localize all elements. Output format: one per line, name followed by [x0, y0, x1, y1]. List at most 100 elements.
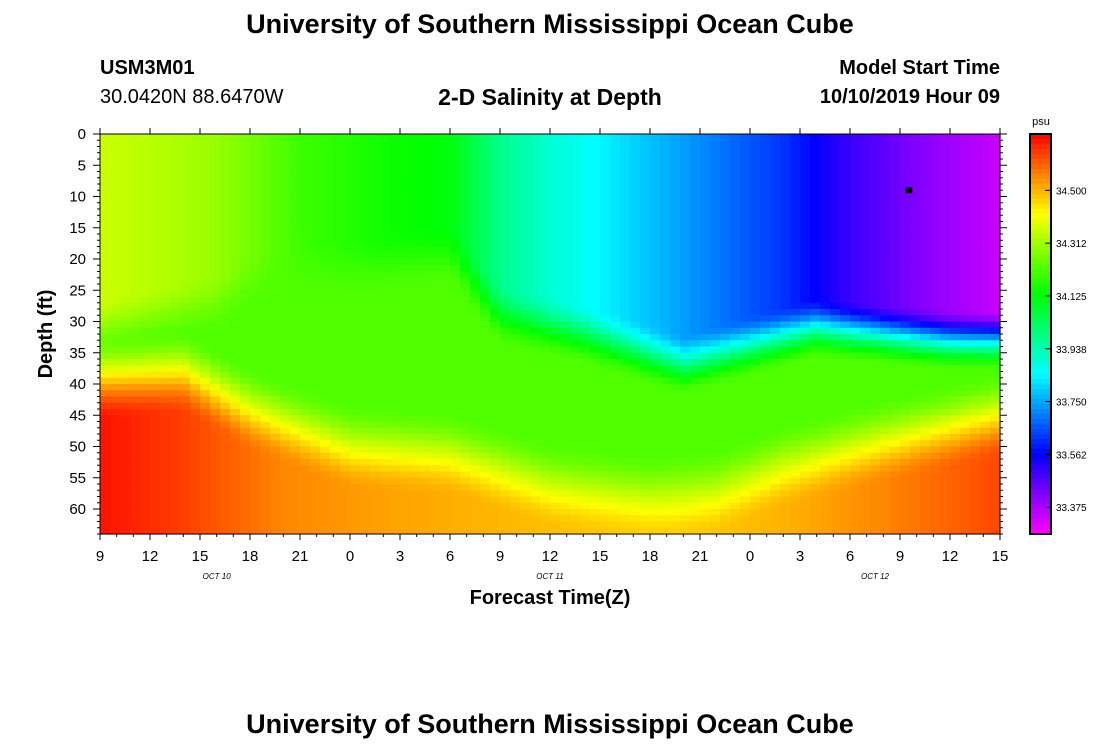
heatmap-cell [760, 240, 771, 248]
heatmap-cell [600, 296, 611, 304]
heatmap-cell [190, 352, 201, 360]
heatmap-cell [720, 427, 731, 435]
heatmap-cell [340, 384, 351, 391]
heatmap-cell [780, 284, 791, 291]
heatmap-cell [500, 190, 511, 198]
heatmap-cell [160, 315, 171, 323]
heatmap-cell [770, 396, 781, 404]
heatmap-cell [190, 246, 201, 254]
heatmap-cell [640, 240, 651, 248]
heatmap-cell [480, 384, 491, 391]
heatmap-cell [390, 327, 401, 335]
heatmap-cell [100, 471, 111, 479]
heatmap-cell [500, 271, 511, 279]
heatmap-cell [680, 502, 691, 510]
heatmap-cell [170, 421, 181, 429]
heatmap-cell [800, 290, 811, 298]
heatmap-cell [660, 221, 671, 229]
heatmap-cell [280, 490, 291, 498]
heatmap-cell [360, 515, 371, 523]
heatmap-cell [110, 302, 121, 310]
heatmap-cell [680, 427, 691, 435]
heatmap-cell [190, 490, 201, 498]
heatmap-cell [640, 409, 651, 416]
heatmap-cell [830, 409, 841, 416]
heatmap-cell [550, 284, 561, 291]
heatmap-cell [870, 421, 881, 429]
heatmap-cell [200, 515, 211, 523]
heatmap-cell [290, 252, 301, 260]
heatmap-cell [400, 165, 411, 173]
heatmap-cell [790, 471, 801, 479]
heatmap-cell [520, 434, 531, 441]
heatmap-cell [700, 452, 711, 460]
heatmap-cell [400, 171, 411, 179]
heatmap-cell [640, 509, 651, 516]
heatmap-cell [350, 509, 361, 516]
heatmap-cell [670, 246, 681, 254]
heatmap-cell [360, 446, 371, 454]
heatmap-cell [320, 202, 331, 210]
heatmap-cell [450, 196, 461, 204]
heatmap-cell [860, 196, 871, 204]
heatmap-cell [260, 159, 271, 166]
heatmap-cell [240, 240, 251, 248]
heatmap-cell [750, 390, 761, 398]
heatmap-cell [550, 477, 561, 485]
heatmap-cell [640, 271, 651, 279]
heatmap-cell [240, 165, 251, 173]
heatmap-cell [830, 234, 841, 241]
heatmap-cell [870, 265, 881, 273]
heatmap-cell [350, 496, 361, 504]
heatmap-cell [140, 134, 151, 141]
heatmap-cell [670, 259, 681, 266]
heatmap-cell [400, 227, 411, 235]
heatmap-cell [360, 359, 371, 366]
heatmap-cell [410, 202, 421, 210]
heatmap-cell [700, 502, 711, 510]
heatmap-cell [450, 359, 461, 366]
heatmap-cell [510, 252, 521, 260]
heatmap-cell [270, 352, 281, 360]
heatmap-cell [100, 246, 111, 254]
heatmap-cell [730, 440, 741, 448]
heatmap-cell [530, 384, 541, 391]
heatmap-cell [300, 296, 311, 304]
heatmap-cell [420, 377, 431, 385]
heatmap-cell [680, 396, 691, 404]
model-start-value: 10/10/2019 Hour 09 [819, 86, 1000, 108]
heatmap-cell [180, 452, 191, 460]
heatmap-cell [630, 134, 641, 141]
heatmap-cell [710, 384, 721, 391]
heatmap-cell [450, 265, 461, 273]
heatmap-cell [300, 515, 311, 523]
heatmap-cell [600, 359, 611, 366]
heatmap-cell [540, 252, 551, 260]
heatmap-cell [870, 277, 881, 285]
heatmap-cell [550, 246, 561, 254]
heatmap-cell [240, 440, 251, 448]
heatmap-cell [350, 365, 361, 373]
heatmap-cell [760, 284, 771, 291]
heatmap-cell [190, 177, 201, 185]
heatmap-cell [230, 321, 241, 329]
heatmap-cell [680, 384, 691, 391]
heatmap-cell [760, 371, 771, 379]
heatmap-cell [670, 221, 681, 229]
heatmap-cell [680, 240, 691, 248]
heatmap-cell [710, 215, 721, 223]
heatmap-cell [820, 452, 831, 460]
heatmap-cell [130, 252, 141, 260]
heatmap-cell [130, 477, 141, 485]
heatmap-cell [600, 502, 611, 510]
heatmap-cell [550, 177, 561, 185]
heatmap-cell [170, 396, 181, 404]
heatmap-cell [570, 196, 581, 204]
heatmap-cell [750, 502, 761, 510]
heatmap-cell [850, 371, 861, 379]
heatmap-cell [620, 321, 631, 329]
heatmap-cell [610, 509, 621, 516]
heatmap-cell [340, 196, 351, 204]
heatmap-cell [320, 296, 331, 304]
heatmap-cell [550, 315, 561, 323]
